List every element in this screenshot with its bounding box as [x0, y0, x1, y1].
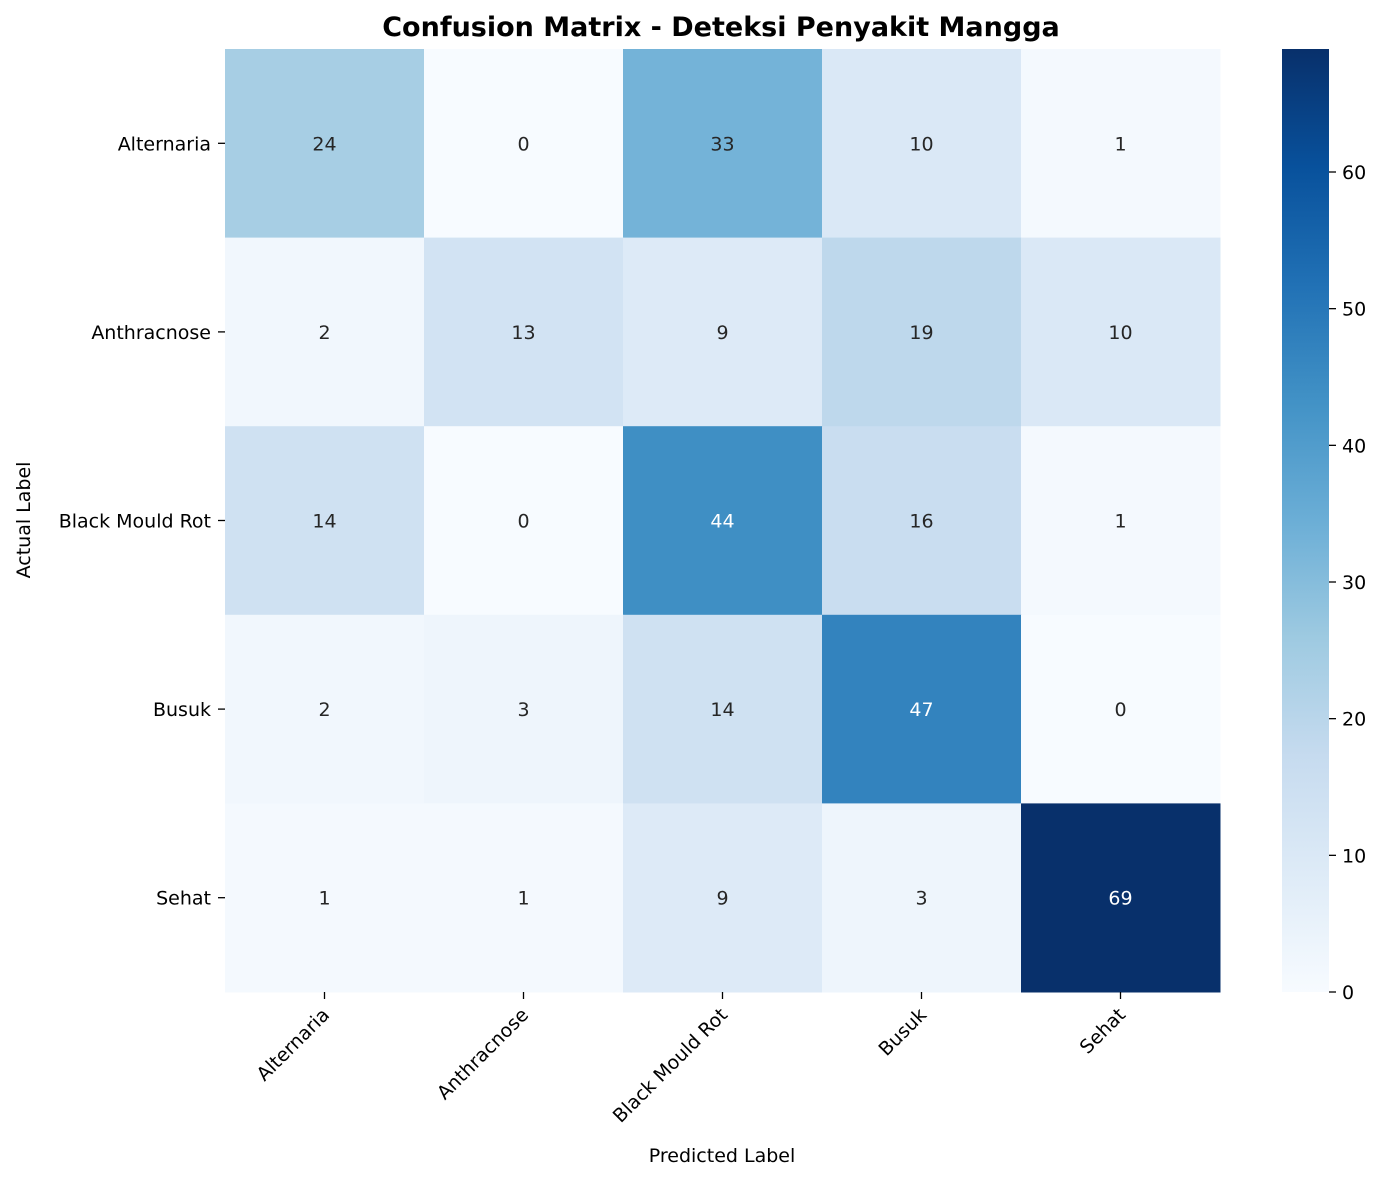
x-tick-label: Alternaria [252, 1004, 334, 1086]
y-axis-label: Actual Label [13, 462, 35, 579]
cell-value-label: 3 [517, 699, 529, 721]
y-tick-label: Sehat [156, 888, 211, 910]
cell-value-label: 2 [318, 322, 330, 344]
cell-value-label: 10 [909, 133, 933, 155]
cell-value-label: 9 [716, 322, 728, 344]
x-axis-label: Predicted Label [649, 1145, 796, 1167]
colorbar-tick-label: 10 [1342, 845, 1366, 867]
y-tick-label: Alternaria [118, 133, 211, 155]
cell-value-label: 33 [710, 133, 734, 155]
heatmap-cell [1021, 237, 1221, 427]
y-tick-label: Anthracnose [91, 322, 211, 344]
heatmap-cell [424, 49, 624, 239]
y-tick-label: Busuk [153, 699, 211, 721]
heatmap-cell [225, 49, 425, 239]
heatmap-cell [623, 614, 823, 804]
cell-value-label: 0 [517, 133, 529, 155]
heatmap-cell [424, 614, 624, 804]
heatmap-cell [225, 237, 425, 427]
colorbar [1282, 49, 1329, 992]
heatmap-cell [424, 237, 624, 427]
heatmap-cell [225, 803, 425, 993]
colorbar-tick-label: 50 [1342, 299, 1366, 321]
x-tick-label: Sehat [1076, 1004, 1130, 1058]
heatmap-cell [822, 614, 1022, 804]
x-tick-label: Black Mould Rot [609, 1004, 732, 1127]
cell-value-label: 1 [517, 888, 529, 910]
colorbar-ticks: 0 10 20 30 40 50 60 [1329, 162, 1366, 1004]
y-axis-ticks: Alternaria Anthracnose Black Mould Rot Busu… [59, 133, 225, 910]
cell-value-label: 9 [716, 888, 728, 910]
cell-value-label: 1 [1114, 511, 1126, 533]
y-tick-label: Black Mould Rot [59, 511, 211, 533]
heatmap-cell [1021, 614, 1221, 804]
heatmap-cell [225, 426, 425, 616]
cell-value-label: 14 [710, 699, 734, 721]
heatmap-cell [1021, 49, 1221, 239]
cell-value-label: 2 [318, 699, 330, 721]
heatmap-cell [623, 426, 823, 616]
cell-value-label: 16 [909, 511, 933, 533]
cell-value-label: 0 [517, 511, 529, 533]
cell-value-label: 1 [1114, 133, 1126, 155]
x-axis-ticks: Alternaria Anthracnose Black Mould Rot Busu… [252, 992, 1130, 1127]
cell-value-label: 3 [915, 888, 927, 910]
heatmap-cell [822, 803, 1022, 993]
heatmap-cell [822, 237, 1022, 427]
colorbar-tick-label: 20 [1342, 709, 1366, 731]
cell-value-label: 10 [1108, 322, 1132, 344]
heatmap-cell [1021, 803, 1221, 993]
colorbar-gradient [1282, 49, 1329, 992]
colorbar-tick-label: 40 [1342, 435, 1366, 457]
chart-title: Confusion Matrix - Deteksi Penyakit Mang… [382, 12, 1060, 43]
heatmap-cell [1021, 426, 1221, 616]
colorbar-tick-label: 0 [1342, 982, 1354, 1004]
heatmap-cell [225, 614, 425, 804]
heatmap-cell [623, 803, 823, 993]
cell-value-label: 19 [909, 322, 933, 344]
heatmap-cell [623, 237, 823, 427]
cell-value-label: 13 [511, 322, 535, 344]
heatmap-cell [424, 426, 624, 616]
x-tick-label: Anthracnose [433, 1004, 533, 1104]
heatmap-cell [822, 426, 1022, 616]
heatmap-cell [822, 49, 1022, 239]
cell-value-label: 1 [318, 888, 330, 910]
heatmap-cell [623, 49, 823, 239]
cell-value-label: 44 [710, 511, 734, 533]
x-tick-label: Busuk [874, 1004, 931, 1061]
cell-value-label: 69 [1108, 888, 1132, 910]
cell-value-label: 24 [312, 133, 336, 155]
cell-value-label: 14 [312, 511, 336, 533]
cell-value-label: 47 [909, 699, 933, 721]
heatmap-cells [225, 49, 1221, 993]
colorbar-tick-label: 60 [1342, 162, 1366, 184]
colorbar-tick-label: 30 [1342, 572, 1366, 594]
heatmap-cell [424, 803, 624, 993]
cell-value-label: 0 [1114, 699, 1126, 721]
